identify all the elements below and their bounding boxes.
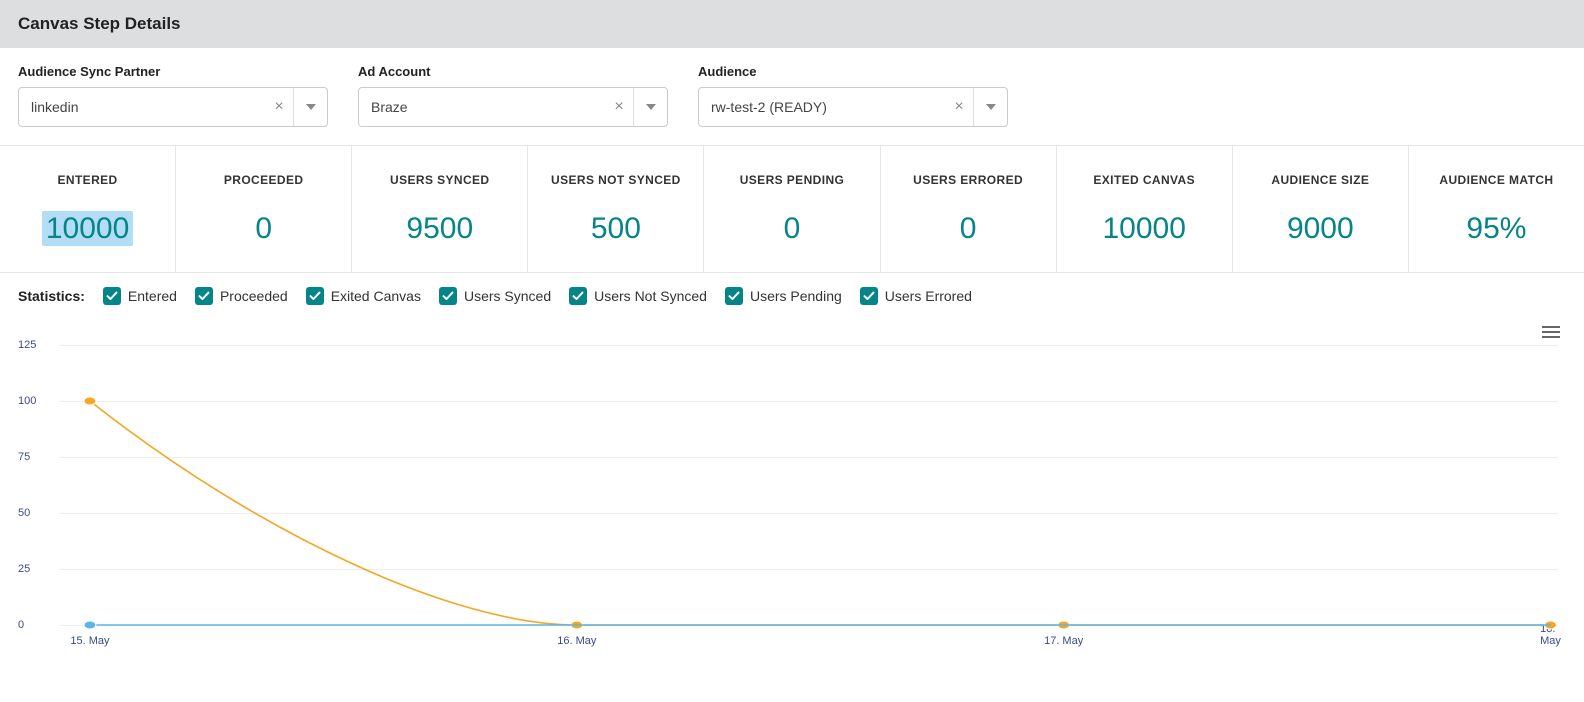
metric-card: EXITED CANVAS 10000 (1057, 146, 1233, 272)
stat-checkbox[interactable]: Entered (103, 287, 177, 305)
ad-account-select[interactable]: Braze × (358, 87, 668, 127)
metric-label: USERS SYNCED (358, 166, 521, 196)
chevron-down-icon[interactable] (633, 88, 667, 126)
chart-marker (84, 621, 96, 629)
chart-y-tick: 100 (18, 395, 36, 407)
metric-value: 95% (1466, 212, 1526, 245)
stat-checkbox[interactable]: Users Not Synced (569, 287, 707, 305)
partner-select[interactable]: linkedin × (18, 87, 328, 127)
metric-card: USERS ERRORED 0 (881, 146, 1057, 272)
metric-value: 10000 (42, 211, 133, 246)
metric-label: EXITED CANVAS (1063, 166, 1226, 196)
checkbox-label: Exited Canvas (331, 288, 421, 304)
metric-value: 0 (960, 212, 977, 245)
metric-card: USERS NOT SYNCED 500 (528, 146, 704, 272)
filter-ad-account: Ad Account Braze × (358, 64, 668, 127)
metric-label: AUDIENCE SIZE (1239, 166, 1402, 196)
metric-value: 0 (255, 212, 272, 245)
chart-y-tick: 25 (18, 563, 30, 575)
metric-card: AUDIENCE SIZE 9000 (1233, 146, 1409, 272)
clear-icon[interactable]: × (945, 98, 973, 116)
metric-card: USERS PENDING 0 (704, 146, 880, 272)
statistics-label: Statistics: (18, 288, 85, 304)
metric-value: 0 (784, 212, 801, 245)
metric-value: 500 (591, 212, 641, 245)
checkbox-label: Users Not Synced (594, 288, 707, 304)
metric-value: 9000 (1287, 212, 1354, 245)
filter-label: Ad Account (358, 64, 668, 79)
select-value: linkedin (19, 99, 265, 115)
chart-plot-area (60, 345, 1558, 625)
metric-label: PROCEEDED (182, 166, 345, 196)
chart-x-tick: 15. May (70, 635, 109, 647)
filter-audience-sync-partner: Audience Sync Partner linkedin × (18, 64, 328, 127)
metric-card: AUDIENCE MATCH 95% (1409, 146, 1584, 272)
filter-label: Audience (698, 64, 1008, 79)
stat-checkbox[interactable]: Users Synced (439, 287, 551, 305)
checkbox-label: Entered (128, 288, 177, 304)
metric-label: USERS PENDING (710, 166, 873, 196)
checkbox-icon (439, 287, 457, 305)
metric-label: AUDIENCE MATCH (1415, 166, 1578, 196)
chart-x-tick: 16. May (557, 635, 596, 647)
stat-checkbox[interactable]: Exited Canvas (306, 287, 421, 305)
chart-y-tick: 0 (18, 619, 24, 631)
stat-checkbox[interactable]: Users Errored (860, 287, 972, 305)
panel-title: Canvas Step Details (18, 14, 181, 33)
audience-select[interactable]: rw-test-2 (READY) × (698, 87, 1008, 127)
stat-checkbox[interactable]: Proceeded (195, 287, 288, 305)
chart-x-tick: 17. May (1044, 635, 1083, 647)
metric-card: PROCEEDED 0 (176, 146, 352, 272)
stat-checkbox[interactable]: Users Pending (725, 287, 842, 305)
chart-container: 025507510012515. May16. May17. May18. Ma… (0, 319, 1584, 667)
metric-value: 9500 (406, 212, 473, 245)
metric-value: 10000 (1102, 212, 1185, 245)
line-chart: 025507510012515. May16. May17. May18. Ma… (18, 327, 1566, 647)
select-value: rw-test-2 (READY) (699, 99, 945, 115)
chevron-down-icon[interactable] (293, 88, 327, 126)
checkbox-icon (725, 287, 743, 305)
checkbox-icon (306, 287, 324, 305)
panel-header: Canvas Step Details (0, 0, 1584, 48)
checkbox-label: Users Errored (885, 288, 972, 304)
metric-label: USERS NOT SYNCED (534, 166, 697, 196)
filter-label: Audience Sync Partner (18, 64, 328, 79)
filter-row: Audience Sync Partner linkedin × Ad Acco… (0, 48, 1584, 145)
checkbox-icon (103, 287, 121, 305)
select-value: Braze (359, 99, 605, 115)
chart-y-tick: 125 (18, 339, 36, 351)
chart-y-tick: 75 (18, 451, 30, 463)
chevron-down-icon[interactable] (973, 88, 1007, 126)
checkbox-icon (569, 287, 587, 305)
metric-card: ENTERED 10000 (0, 146, 176, 272)
checkbox-icon (195, 287, 213, 305)
metric-card: USERS SYNCED 9500 (352, 146, 528, 272)
metrics-row: ENTERED10000PROCEEDED0USERS SYNCED9500US… (0, 145, 1584, 273)
checkbox-label: Proceeded (220, 288, 288, 304)
checkbox-icon (860, 287, 878, 305)
chart-marker (84, 397, 96, 405)
checkbox-label: Users Synced (464, 288, 551, 304)
statistics-row: Statistics: Entered Proceeded Exited Canva… (0, 273, 1584, 319)
checkbox-label: Users Pending (750, 288, 842, 304)
chart-series-line (90, 401, 1551, 625)
filter-audience: Audience rw-test-2 (READY) × (698, 64, 1008, 127)
metric-label: ENTERED (6, 166, 169, 196)
clear-icon[interactable]: × (265, 98, 293, 116)
metric-label: USERS ERRORED (887, 166, 1050, 196)
clear-icon[interactable]: × (605, 98, 633, 116)
chart-y-tick: 50 (18, 507, 30, 519)
